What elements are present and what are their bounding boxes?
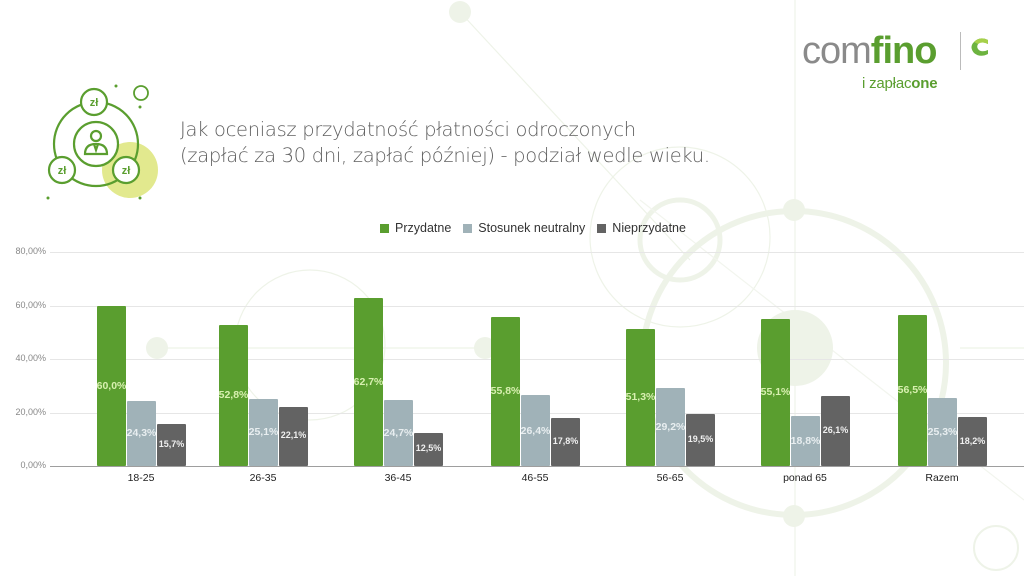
y-tick-label: 80,00%	[15, 246, 46, 256]
bar-value-label: 52,8%	[218, 389, 249, 402]
bar-value-label: 19,5%	[687, 433, 714, 444]
x-category-label: ponad 65	[783, 472, 827, 484]
x-category-label: 56-65	[656, 472, 684, 484]
legend-label: Przydatne	[395, 221, 452, 235]
chart-title: Jak oceniasz przydatność płatności odroc…	[180, 117, 710, 169]
bar-value-label: 55,8%	[490, 385, 521, 398]
currency-network-icon: zł zł zł	[46, 84, 158, 200]
bar-przydatne	[897, 314, 927, 466]
bar-value-label: 24,7%	[383, 426, 414, 439]
bar-value-label: 18,8%	[790, 434, 821, 447]
x-category-label: 36-45	[384, 472, 412, 484]
gridline	[50, 252, 1024, 253]
legend-item: Stosunek neutralny	[463, 221, 585, 235]
bar-nieprzydatne	[278, 406, 308, 466]
title-line-1: Jak oceniasz przydatność płatności odroc…	[180, 118, 636, 141]
x-category-label: 26-35	[249, 472, 277, 484]
legend-label: Stosunek neutralny	[478, 221, 586, 235]
logo-tagline: i zapłacone	[862, 75, 938, 92]
x-category-label: Razem	[925, 472, 959, 484]
logo-divider	[960, 32, 961, 70]
logo-tagline-b: one	[911, 75, 938, 92]
bar-value-label: 51,3%	[625, 391, 656, 404]
bar-value-label: 55,1%	[760, 386, 791, 399]
bar-value-label: 25,1%	[248, 426, 279, 439]
bar-nieprzydatne	[550, 418, 580, 466]
legend-item: Nieprzydatne	[597, 221, 686, 235]
bar-stosunek-neutralny	[520, 395, 550, 466]
currency-label: zł	[58, 165, 67, 177]
logo-fino-text: fino	[870, 30, 938, 72]
chart-legend: Przydatne Stosunek neutralny Nieprzydatne	[380, 221, 698, 235]
bar-value-label: 26,1%	[822, 425, 849, 436]
bar-przydatne	[490, 316, 520, 466]
legend-swatch	[463, 223, 473, 233]
bar-value-label: 60,0%	[96, 379, 127, 392]
legend-label: Nieprzydatne	[612, 221, 686, 235]
bar-stosunek-neutralny	[790, 415, 820, 466]
bar-przydatne	[353, 298, 383, 466]
bar-stosunek-neutralny	[655, 387, 685, 466]
logo-tagline-a: i zapłac	[862, 75, 912, 92]
title-line-2: (zapłać za 30 dni, zapłać później) - pod…	[180, 144, 710, 167]
bar-stosunek-neutralny	[126, 400, 156, 466]
bar-przydatne	[625, 328, 655, 466]
gridline	[50, 359, 1024, 360]
legend-swatch	[597, 223, 607, 233]
bar-value-label: 26,4%	[520, 424, 551, 437]
bar-stosunek-neutralny	[383, 399, 413, 466]
bar-przydatne	[218, 324, 248, 466]
y-tick-label: 0,00%	[20, 460, 46, 470]
bar-przydatne	[96, 305, 126, 466]
bar-value-label: 17,8%	[552, 436, 579, 447]
bar-value-label: 29,2%	[655, 420, 686, 433]
logo-wordmark: comfino	[802, 30, 938, 73]
bar-value-label: 24,3%	[126, 427, 157, 440]
bar-value-label: 18,2%	[959, 435, 986, 446]
logo-c-icon	[971, 38, 988, 56]
legend-item: Przydatne	[380, 221, 451, 235]
legend-swatch	[380, 223, 389, 233]
logo-com-text: com	[802, 30, 872, 72]
x-category-label: 18-25	[127, 472, 155, 484]
bar-nieprzydatne	[685, 413, 715, 466]
bar-stosunek-neutralny	[248, 398, 278, 466]
currency-label: zł	[122, 165, 131, 177]
gridline	[50, 305, 1024, 307]
y-tick-label: 40,00%	[15, 353, 46, 363]
bar-nieprzydatne	[156, 424, 186, 466]
bar-value-label: 56,5%	[897, 384, 928, 397]
y-tick-label: 60,00%	[15, 299, 46, 310]
bar-value-label: 12,5%	[415, 443, 442, 454]
x-category-label: 46-55	[521, 472, 549, 484]
comfino-logo: comfino i zapłacone	[800, 30, 1010, 100]
bar-stosunek-neutralny	[927, 398, 957, 466]
bar-nieprzydatne	[413, 432, 443, 466]
y-tick-label: 20,00%	[15, 406, 46, 417]
bar-przydatne	[760, 318, 790, 466]
bar-value-label: 15,7%	[158, 439, 185, 449]
bar-nieprzydatne	[957, 417, 987, 466]
bar-value-label: 22,1%	[280, 430, 307, 441]
bar-value-label: 25,3%	[927, 426, 958, 439]
currency-label: zł	[90, 97, 99, 109]
bar-nieprzydatne	[820, 396, 850, 466]
bar-value-label: 62,7%	[353, 376, 384, 389]
x-axis-line	[50, 466, 1024, 467]
